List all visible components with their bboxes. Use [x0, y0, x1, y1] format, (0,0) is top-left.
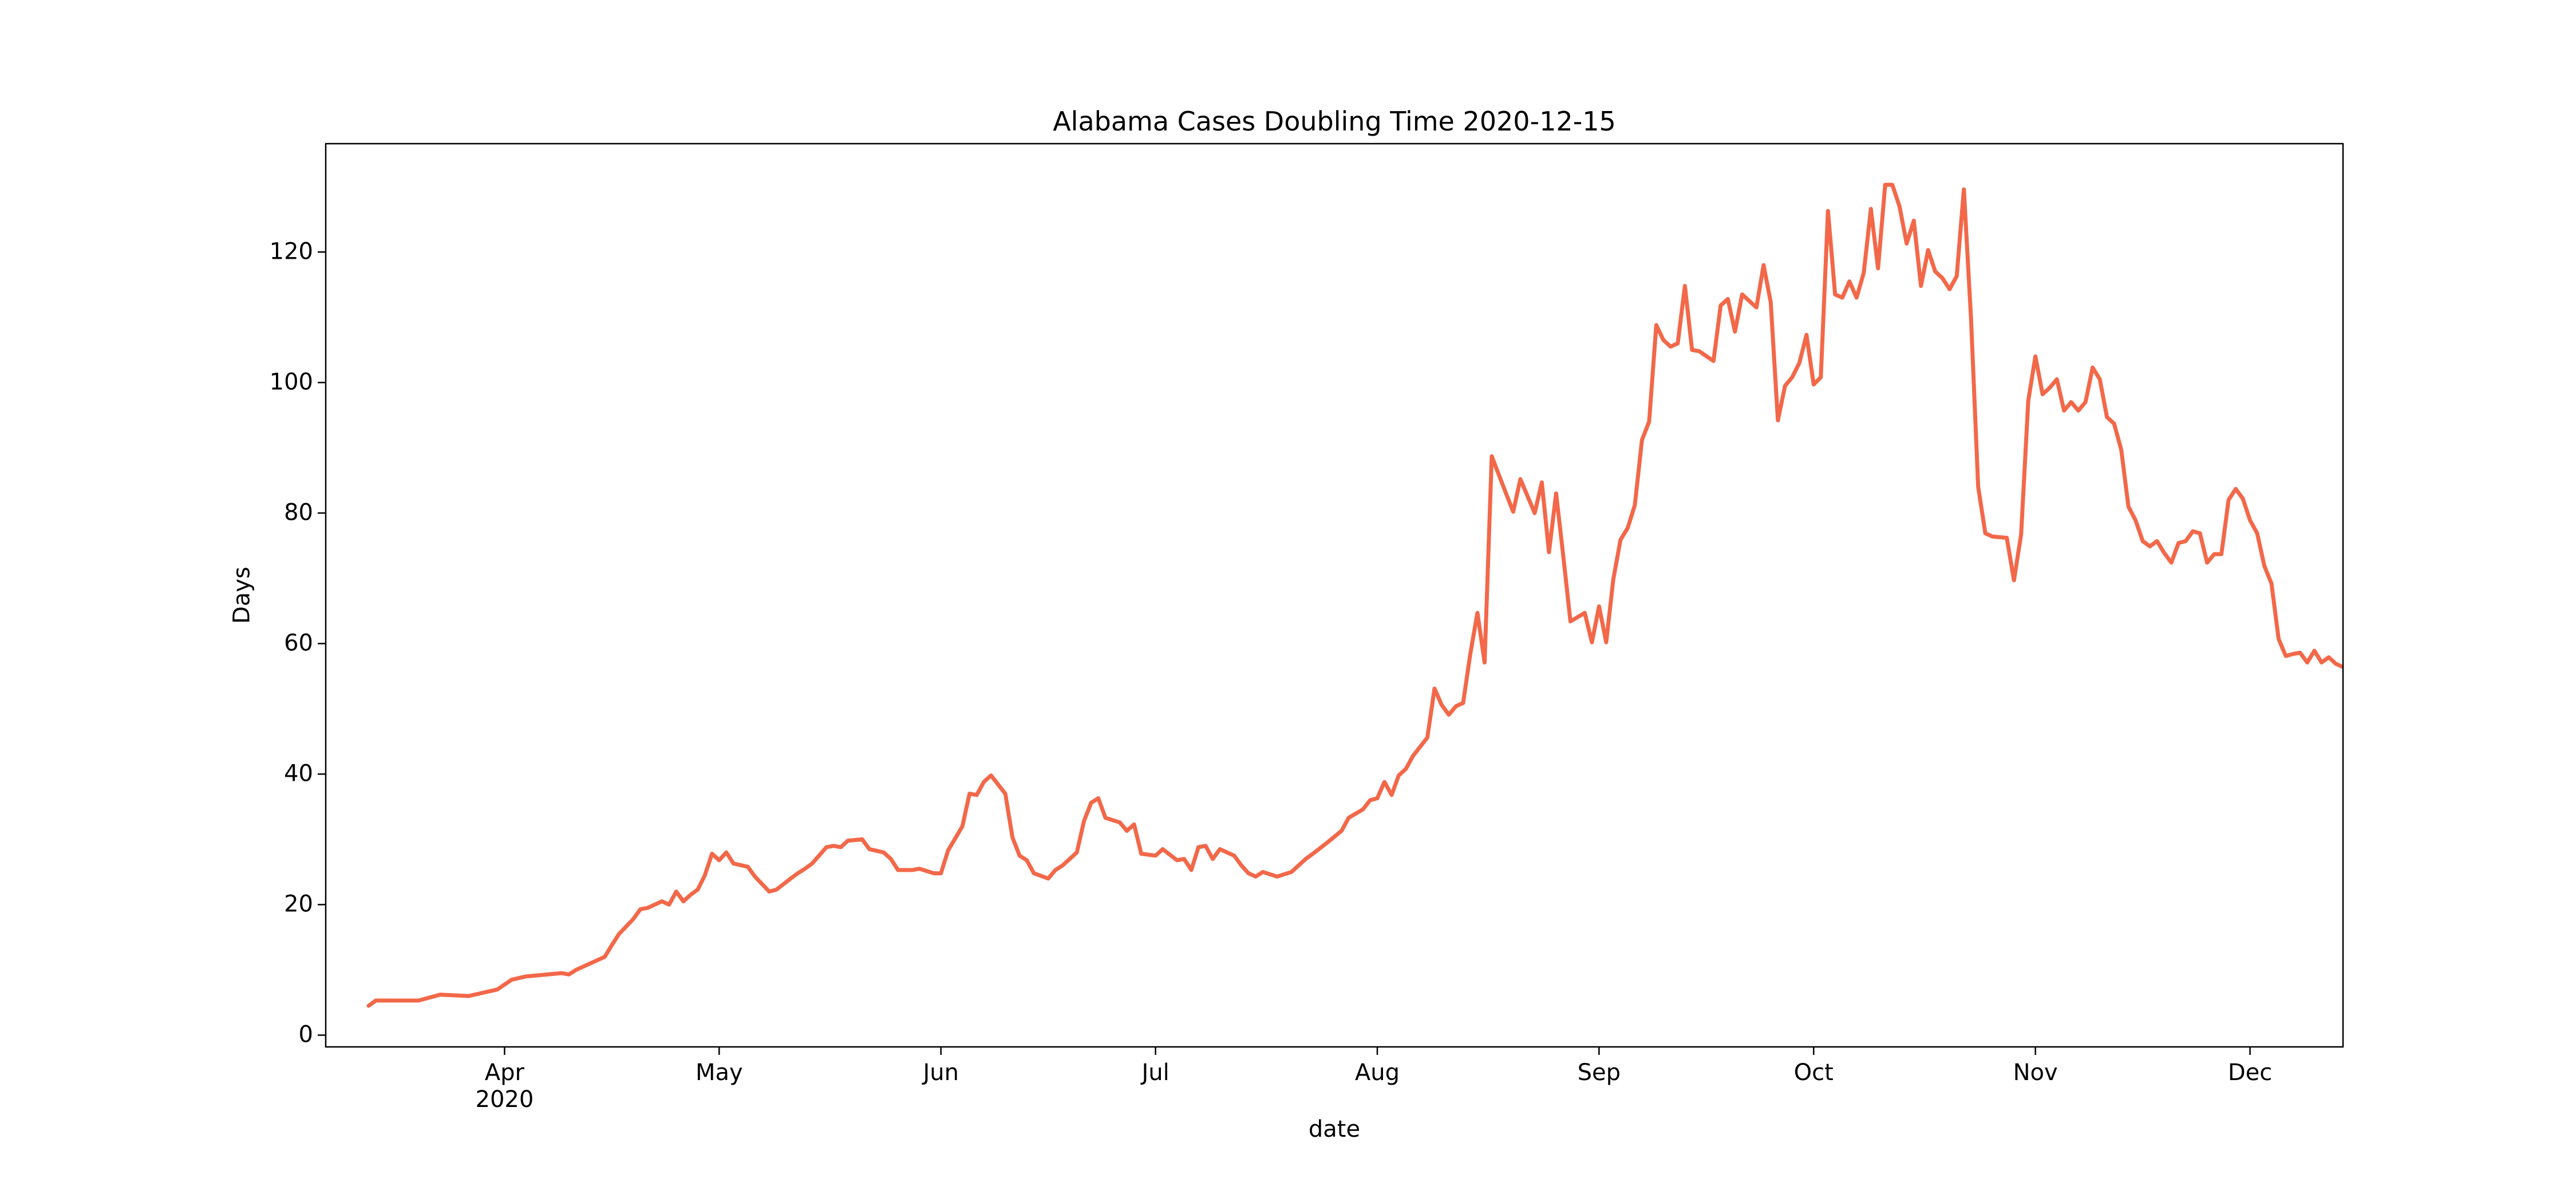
x-tick-label: Dec: [2227, 1059, 2273, 1086]
x-tick-label: Aug: [1354, 1059, 1400, 1086]
x-tick-label: Sep: [1577, 1059, 1621, 1086]
x-axis-label: date: [1308, 1116, 1361, 1142]
x-tick-label: Jun: [923, 1059, 959, 1086]
axes-frame: [325, 143, 2344, 1048]
y-tick-label: 100: [269, 369, 313, 396]
data-line: [366, 183, 2343, 1008]
y-tick-label: 80: [284, 499, 313, 526]
y-tick-label: 20: [284, 891, 313, 918]
x-tick-label: Nov: [2013, 1059, 2058, 1086]
y-tick-label: 40: [284, 760, 313, 787]
y-tick-label: 120: [269, 238, 313, 265]
chart-title: Alabama Cases Doubling Time 2020-12-15: [1053, 106, 1616, 137]
y-tick-label: 60: [284, 630, 313, 657]
y-axis-label: Days: [228, 567, 255, 624]
x-tick-label: Apr 2020: [475, 1059, 534, 1113]
x-tick-label: Oct: [1793, 1059, 1834, 1086]
x-tick-label: Jul: [1141, 1059, 1170, 1086]
y-tick-label: 0: [298, 1021, 313, 1048]
x-tick-label: May: [695, 1059, 743, 1086]
